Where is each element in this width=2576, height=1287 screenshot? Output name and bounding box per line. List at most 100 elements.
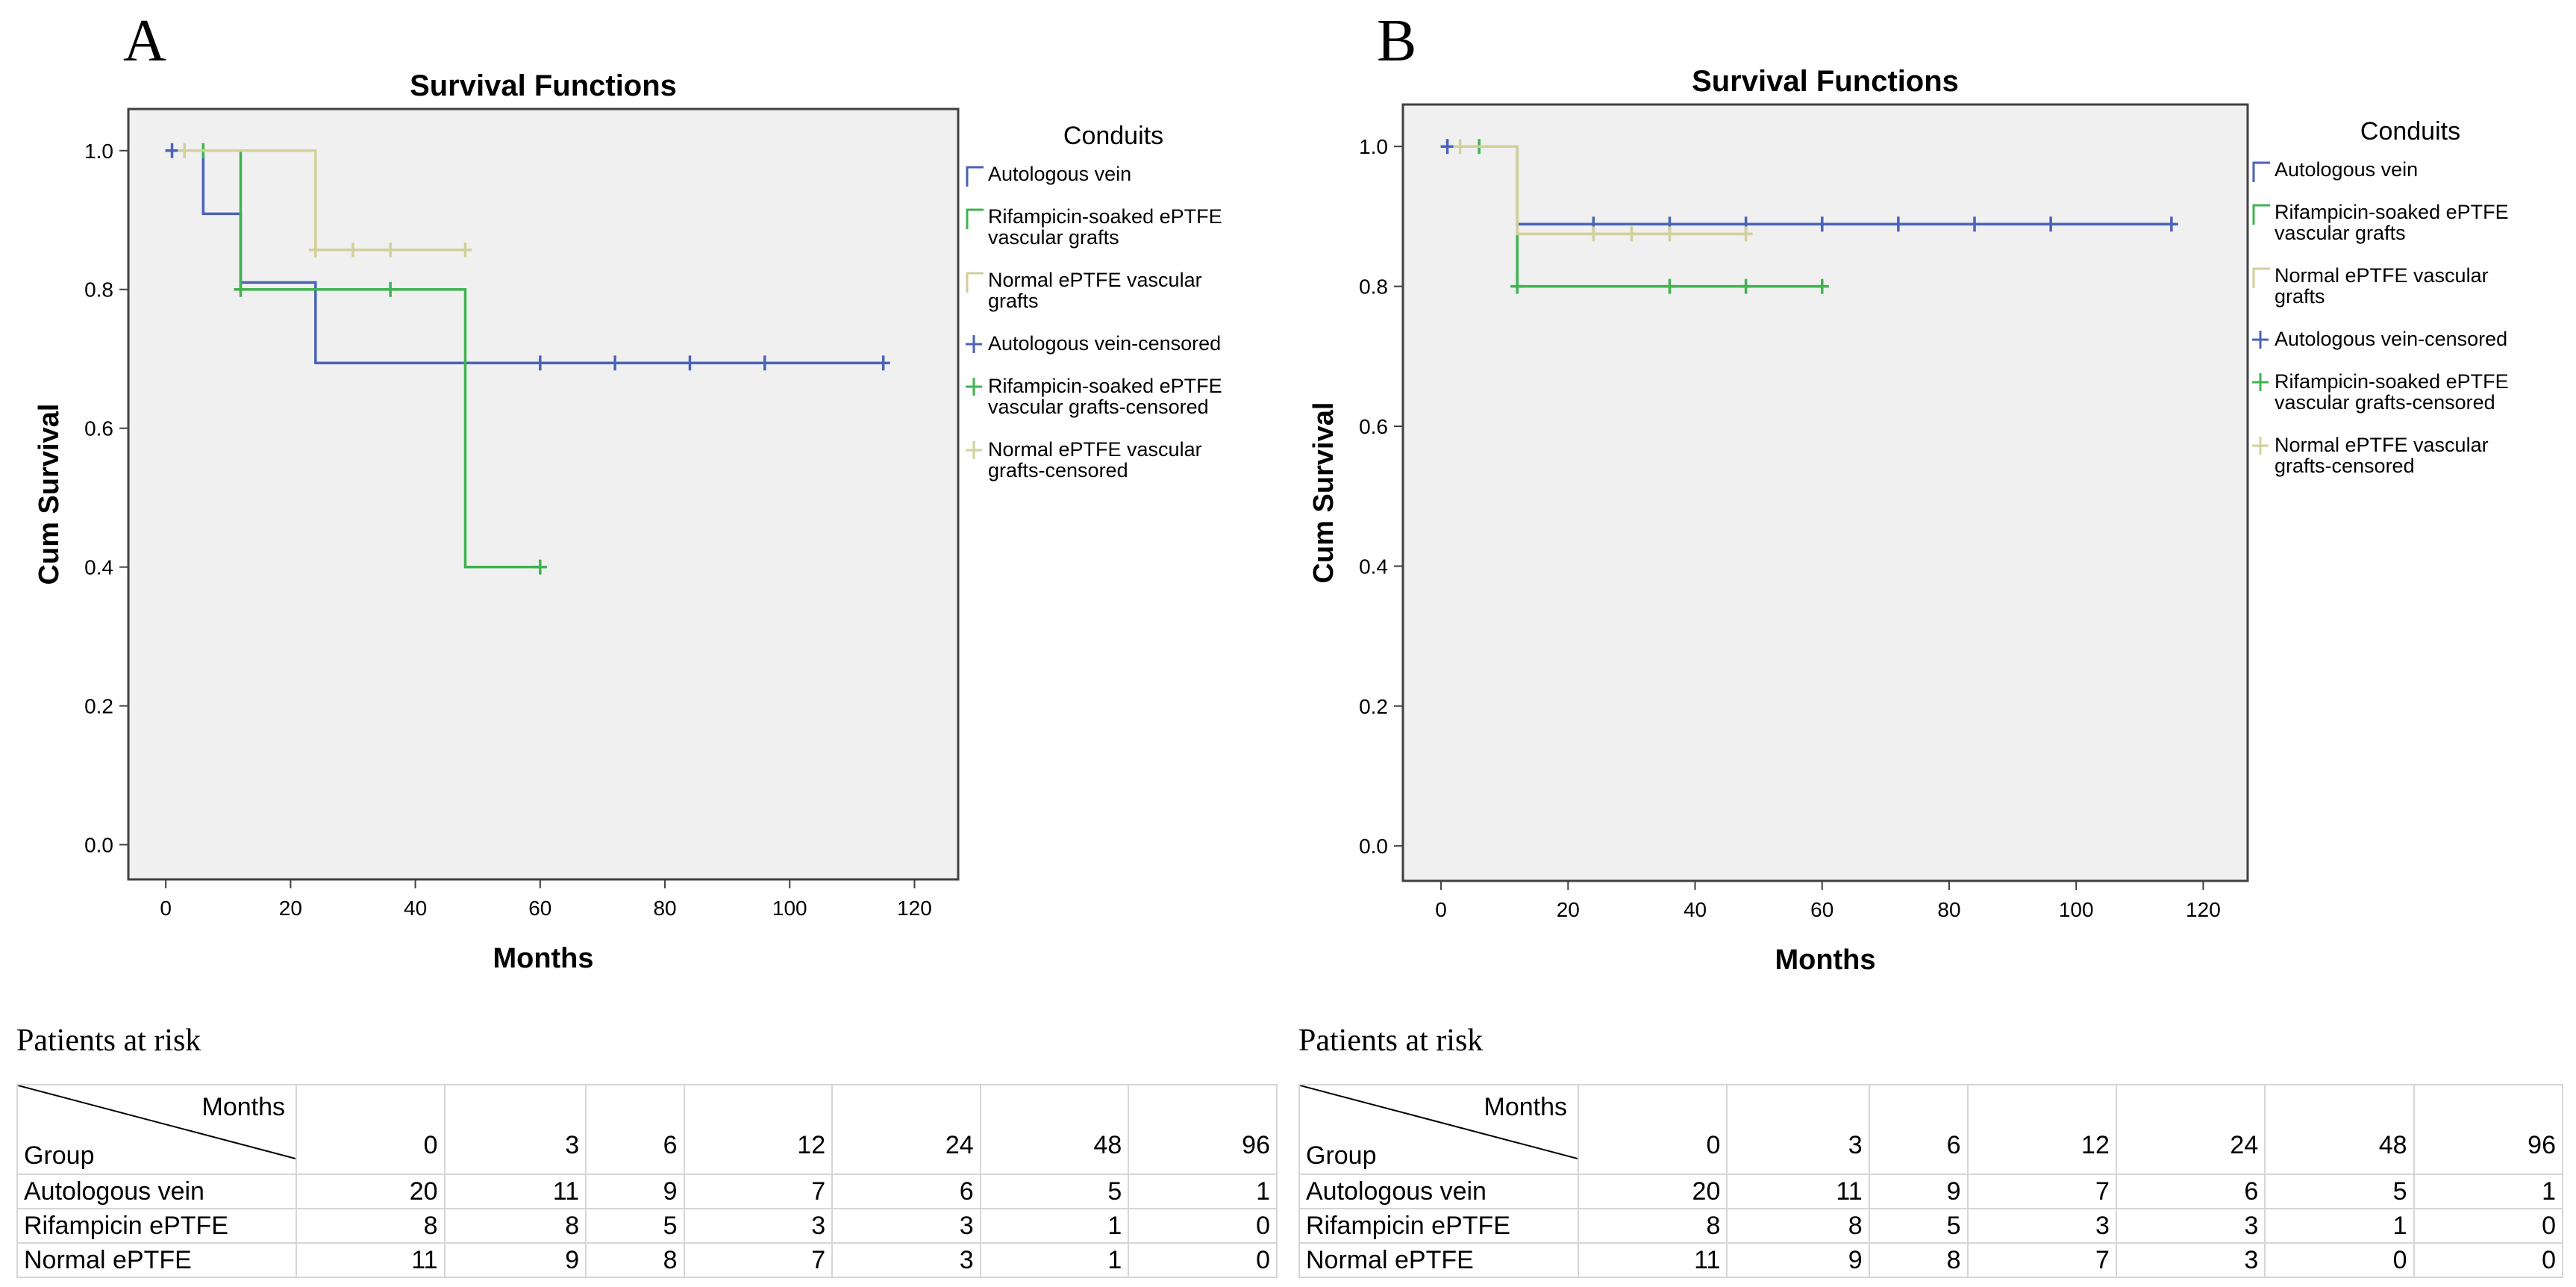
risk-cell: 9 [1868,1174,1969,1209]
legend-swatch-step [966,272,984,293]
risk-table-a: Months Group 0 3 6 12 24 48 96 Autologous vein 20 1… [16,1084,1278,1278]
risk-cell: 0 [2413,1208,2564,1244]
table-row: Autologous vein 20 11 9 7 6 5 1 [1298,1174,2564,1209]
risk-month-header: 48 [979,1084,1130,1175]
y-tick-label: 0.2 [1359,695,1388,718]
legend-entry: Rifampicin-soaked ePTFE vascular grafts-c… [966,375,1222,418]
y-tick-label: 0.4 [1359,555,1388,578]
risk-cell: 0 [2264,1242,2415,1278]
legend-label: Rifampicin-soaked ePTFE vascular grafts [988,205,1222,249]
risk-month-header: 3 [443,1084,587,1175]
risk-cell: 6 [831,1174,981,1209]
legend-label: Autologous vein-censored [988,332,1221,355]
risk-corner-group: Group [24,1141,95,1170]
risk-month-header: 12 [1966,1084,2117,1175]
risk-cell: 7 [1966,1174,2117,1209]
censor-mark-3 [1586,226,1601,242]
risk-group-label: Rifampicin ePTFE [1298,1208,1579,1244]
censor-mark-3 [1625,226,1639,242]
y-tick-label: 0.2 [84,695,113,718]
legend-label: Rifampicin-soaked ePTFE vascular grafts [2275,201,2509,244]
y-tick-label: 0.8 [84,278,113,302]
x-tick-label: 20 [1557,898,1580,921]
risk-month-header: 0 [1577,1084,1728,1175]
legend-entry: Autologous vein [966,163,1131,187]
risk-cell: 20 [296,1174,446,1209]
censor-mark-2 [234,281,248,297]
censor-mark-1 [533,355,547,371]
km-chart-b: Survival Functions 0 20 40 60 80 100 120 0.0 0.2 0… [1308,65,2509,976]
risk-cell: 8 [1726,1208,1870,1244]
legend-entry: Autologous vein-censored [966,332,1221,355]
table-row: Autologous vein 20 11 9 7 6 5 1 [16,1174,1278,1209]
y-tick-label: 0.6 [84,417,113,440]
censor-mark-3 [1453,139,1467,155]
table-row: Normal ePTFE 11 9 8 7 3 0 0 [1298,1242,2564,1278]
table-row: Rifampicin ePTFE 8 8 5 3 3 1 0 [16,1208,1278,1244]
legend-label: Autologous vein [2275,158,2418,181]
x-tick-label: 120 [897,897,932,920]
legend-swatch-step [2252,204,2270,225]
censor-mark-3 [346,242,360,258]
censor-mark-1 [1891,216,1905,232]
x-tick-label: 100 [772,897,807,920]
legend-entry: Rifampicin-soaked ePTFE vascular grafts [2252,201,2509,244]
legend-entry: Rifampicin-soaked ePTFE vascular grafts-c… [2252,370,2509,414]
censor-mark-3 [308,242,322,258]
censor-mark-1 [2044,216,2058,232]
legend-label: Normal ePTFE vascular grafts-censored [2275,434,2489,477]
risk-cell: 1 [2264,1208,2415,1244]
censor-mark-1 [608,355,622,371]
y-tick-label: 1.0 [84,140,113,163]
legend-entry: Normal ePTFE vascular grafts-censored [2252,434,2489,477]
censor-mark-2 [1739,278,1753,294]
chart-title: Survival Functions [410,69,677,102]
risk-group-label: Normal ePTFE [16,1242,297,1278]
risk-month-header: 6 [1868,1084,1969,1175]
risk-cell: 3 [831,1208,981,1244]
censor-mark-1 [683,355,697,371]
x-tick-label: 60 [528,897,551,920]
legend-label: Normal ePTFE vascular grafts [988,269,1202,312]
risk-group-label: Autologous vein [1298,1174,1579,1209]
legend-swatch-step [2252,267,2270,288]
legend-entry: Normal ePTFE vascular grafts [2252,264,2489,308]
risk-table-b: Months Group 0 3 6 12 24 48 96 Autologous vein 20 1… [1298,1084,2564,1278]
censor-mark-3 [1739,226,1753,242]
risk-cell: 11 [443,1174,587,1209]
risk-corner-months: Months [1484,1093,1568,1121]
risk-cell: 0 [1128,1208,1278,1244]
x-axis-label: Months [1775,944,1875,976]
risk-cell: 1 [1128,1174,1278,1209]
censor-mark-1 [165,143,179,158]
censor-mark-2 [533,559,547,575]
risk-month-header: 24 [831,1084,981,1175]
risk-cell: 11 [296,1242,446,1278]
risk-cell: 3 [2115,1208,2266,1244]
table-row: Normal ePTFE 11 9 8 7 3 1 0 [16,1242,1278,1278]
panel-letter-b: B [1377,8,1417,74]
x-tick-label: 80 [653,897,676,920]
risk-cell: 8 [585,1242,685,1278]
risk-cell: 11 [1577,1242,1728,1278]
legend-label: Normal ePTFE vascular grafts [2275,264,2489,308]
risk-cell: 8 [296,1208,446,1244]
risk-month-header: 48 [2264,1084,2415,1175]
risk-cell: 9 [585,1174,685,1209]
risk-month-header: 96 [1128,1084,1278,1175]
legend-entry: Normal ePTFE vascular grafts [966,269,1202,312]
x-tick-label: 40 [1684,898,1707,921]
risk-cell: 7 [683,1174,834,1209]
legend-entry: Normal ePTFE vascular grafts-censored [966,438,1202,482]
risk-cell: 7 [683,1242,834,1278]
y-tick-label: 0.0 [1359,835,1388,858]
x-tick-label: 20 [279,897,302,920]
risk-cell: 5 [1868,1208,1969,1244]
risk-group-label: Normal ePTFE [1298,1242,1579,1278]
risk-cell: 9 [1726,1242,1870,1278]
legend-swatch-step [966,166,984,187]
risk-corner-months: Months [201,1093,286,1121]
x-tick-label: 0 [1435,898,1447,921]
legend-label: Rifampicin-soaked ePTFE vascular grafts-c… [2275,370,2509,414]
legend-label: Normal ePTFE vascular grafts-censored [988,438,1202,482]
